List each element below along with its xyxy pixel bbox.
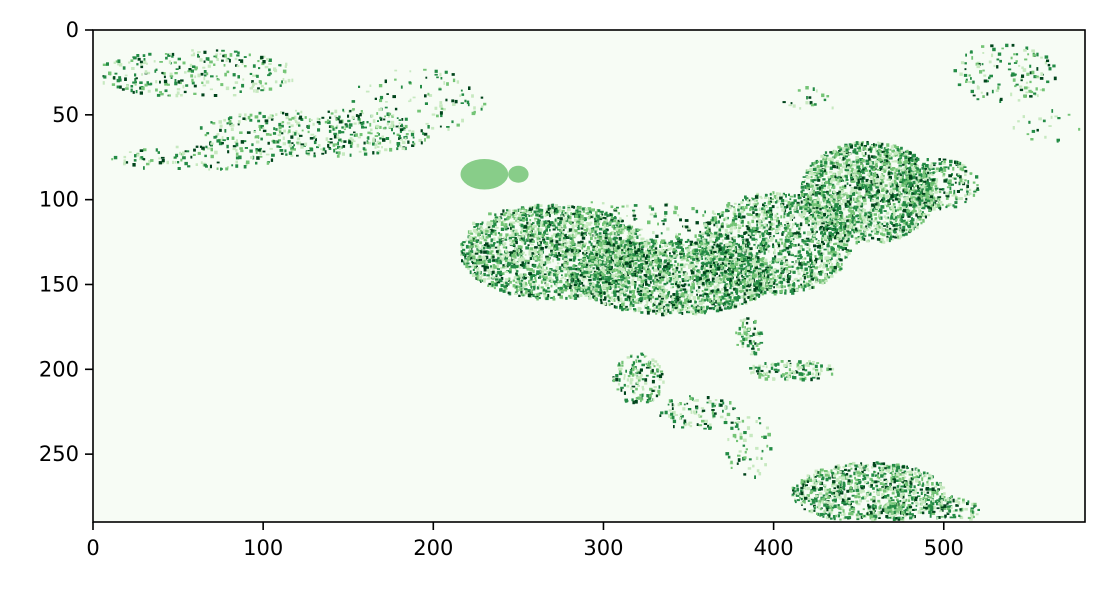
y-tick-label: 200 — [39, 357, 79, 381]
x-tick-label: 0 — [86, 536, 99, 560]
y-tick-label: 150 — [39, 272, 79, 296]
y-tick-label: 250 — [39, 442, 79, 466]
x-tick-label: 100 — [243, 536, 283, 560]
x-tick-label: 300 — [583, 536, 623, 560]
x-tick-label: 400 — [754, 536, 794, 560]
y-axis: 0 50 100 150 200 250 — [39, 18, 93, 466]
y-tick-label: 50 — [52, 103, 79, 127]
y-tick-label: 0 — [66, 18, 79, 42]
x-tick-label: 500 — [924, 536, 964, 560]
x-tick-label: 200 — [413, 536, 453, 560]
y-tick-label: 100 — [39, 188, 79, 212]
x-axis: 0 100 200 300 400 500 — [86, 522, 964, 560]
plot-frame — [92, 29, 1086, 523]
heatmap-cells — [102, 43, 1081, 522]
